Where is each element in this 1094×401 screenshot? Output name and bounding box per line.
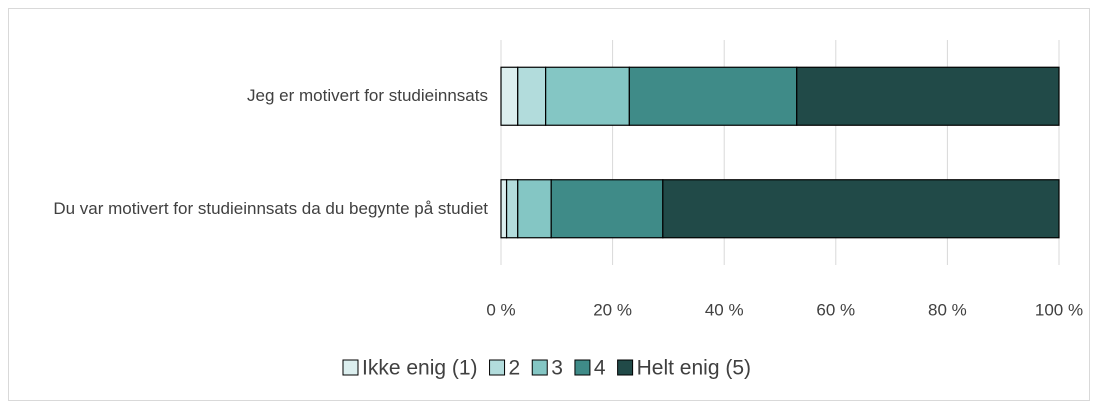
x-tick-label: 40 % <box>705 300 744 319</box>
legend-swatch <box>574 359 591 376</box>
legend-swatch <box>342 359 359 376</box>
bar-segment <box>662 179 1060 239</box>
bar-segment <box>517 66 547 126</box>
category-label: Du var motivert for studieinnsats da du … <box>8 179 488 239</box>
category-text: Du var motivert for studieinnsats da du … <box>53 198 488 218</box>
x-tick-label: 0 % <box>486 300 515 319</box>
legend-label: 3 <box>551 357 563 380</box>
category-label: Jeg er motivert for studieinnsats <box>8 66 488 126</box>
x-tick-label: 80 % <box>928 300 967 319</box>
legend-label: Helt enig (5) <box>637 357 751 380</box>
legend-label: 4 <box>594 357 606 380</box>
bar-segment <box>545 66 630 126</box>
legend-label: 2 <box>509 357 521 380</box>
bar-segment <box>517 179 552 239</box>
bar-segment <box>505 179 519 239</box>
legend-swatch <box>489 359 506 376</box>
bar-segment <box>500 66 519 126</box>
bar-segment <box>796 66 1060 126</box>
bar-segment <box>550 179 664 239</box>
x-tick-label: 60 % <box>816 300 855 319</box>
legend: Ikke enig (1) 2 3 4 Helt enig (5) <box>342 357 751 380</box>
x-tick-label: 20 % <box>593 300 632 319</box>
x-tick-label: 100 % <box>1035 300 1083 319</box>
legend-swatch <box>617 359 634 376</box>
legend-swatch <box>531 359 548 376</box>
legend-label: Ikke enig (1) <box>362 357 478 380</box>
bar-segment <box>500 179 508 239</box>
bar-segment <box>628 66 798 126</box>
category-text: Jeg er motivert for studieinnsats <box>247 86 488 106</box>
